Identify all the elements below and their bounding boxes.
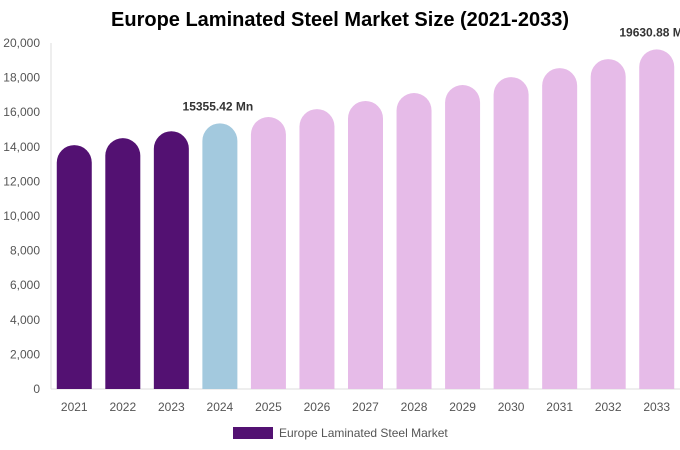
x-tick-label: 2023 [158,400,185,414]
bar [542,68,578,389]
y-tick-label: 0 [33,382,40,396]
y-tick-label: 20,000 [3,36,40,50]
x-tick-label: 2032 [595,400,622,414]
bar [153,131,189,390]
bar [445,85,481,389]
x-tick-label: 2024 [207,400,234,414]
bar [396,92,432,389]
x-tick-label: 2031 [546,400,573,414]
y-tick-label: 10,000 [3,209,40,223]
legend-label: Europe Laminated Steel Market [279,426,448,440]
bar [250,117,286,389]
bar [348,100,383,389]
bar [639,49,675,389]
data-label: 15355.42 Mn [183,99,254,113]
legend-swatch [233,427,273,439]
x-tick-label: 2028 [401,400,428,414]
x-tick-label: 2029 [449,400,476,414]
y-tick-label: 8,000 [10,244,40,258]
bar [105,138,141,389]
y-tick-label: 18,000 [3,71,40,85]
legend: Europe Laminated Steel Market [233,426,448,440]
y-tick-label: 2,000 [10,347,40,361]
y-tick-label: 4,000 [10,313,40,327]
x-tick-label: 2025 [255,400,282,414]
y-tick-label: 6,000 [10,278,40,292]
x-tick-label: 2033 [643,400,670,414]
x-tick-label: 2030 [498,400,525,414]
x-tick-label: 2027 [352,400,379,414]
x-tick-label: 2026 [304,400,331,414]
bar [56,145,92,389]
chart-title: Europe Laminated Steel Market Size (2021… [111,9,569,31]
x-tick-label: 2022 [109,400,136,414]
bar [299,109,335,389]
bar [493,77,529,390]
y-tick-label: 16,000 [3,105,40,119]
y-tick-label: 14,000 [3,140,40,154]
bar [590,59,626,390]
bar [202,123,238,389]
x-tick-label: 2021 [61,400,88,414]
y-tick-label: 12,000 [3,174,40,188]
data-label: 19630.88 Mn [619,25,680,39]
